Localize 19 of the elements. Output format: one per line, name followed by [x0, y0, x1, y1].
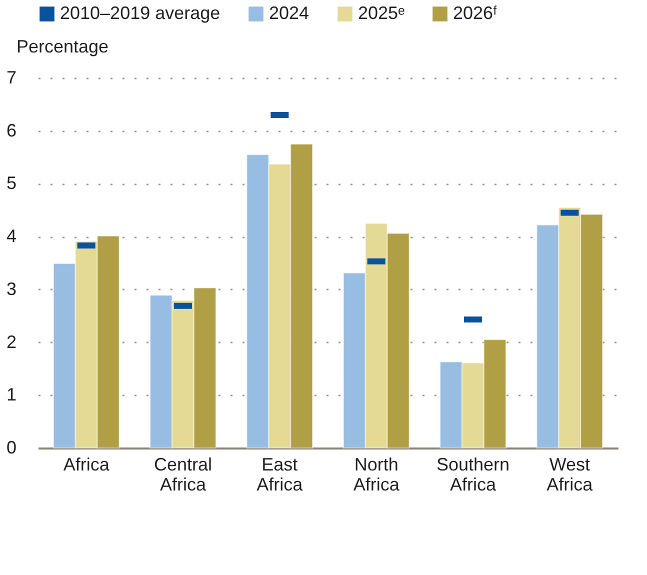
- y-tick-label: 1: [6, 384, 16, 405]
- legend-label: 2025ᵉ: [358, 3, 406, 23]
- y-tick-label: 0: [6, 438, 16, 458]
- x-tick-label: North Africa: [353, 454, 400, 494]
- y-tick-label: 5: [6, 173, 16, 194]
- y-tick-label: 6: [6, 120, 16, 140]
- x-tick-label: Africa: [63, 454, 110, 474]
- x-tick-label: West Africa: [546, 454, 594, 494]
- y-tick-label: 4: [6, 226, 16, 246]
- legend-label: 2024: [269, 3, 310, 23]
- x-tick-label: East Africa: [256, 454, 304, 494]
- y-tick-label: 3: [6, 278, 16, 299]
- x-tick-label: Central Africa: [154, 454, 212, 494]
- y-axis-title: Percentage: [16, 36, 109, 56]
- legend-label: 2010–2019 average: [60, 3, 220, 23]
- y-tick-label: 2: [6, 332, 16, 352]
- legend-label: 2026ᶠ: [453, 3, 498, 23]
- x-tick-label: Southern Africa: [436, 454, 510, 494]
- y-tick-label: 7: [6, 68, 16, 88]
